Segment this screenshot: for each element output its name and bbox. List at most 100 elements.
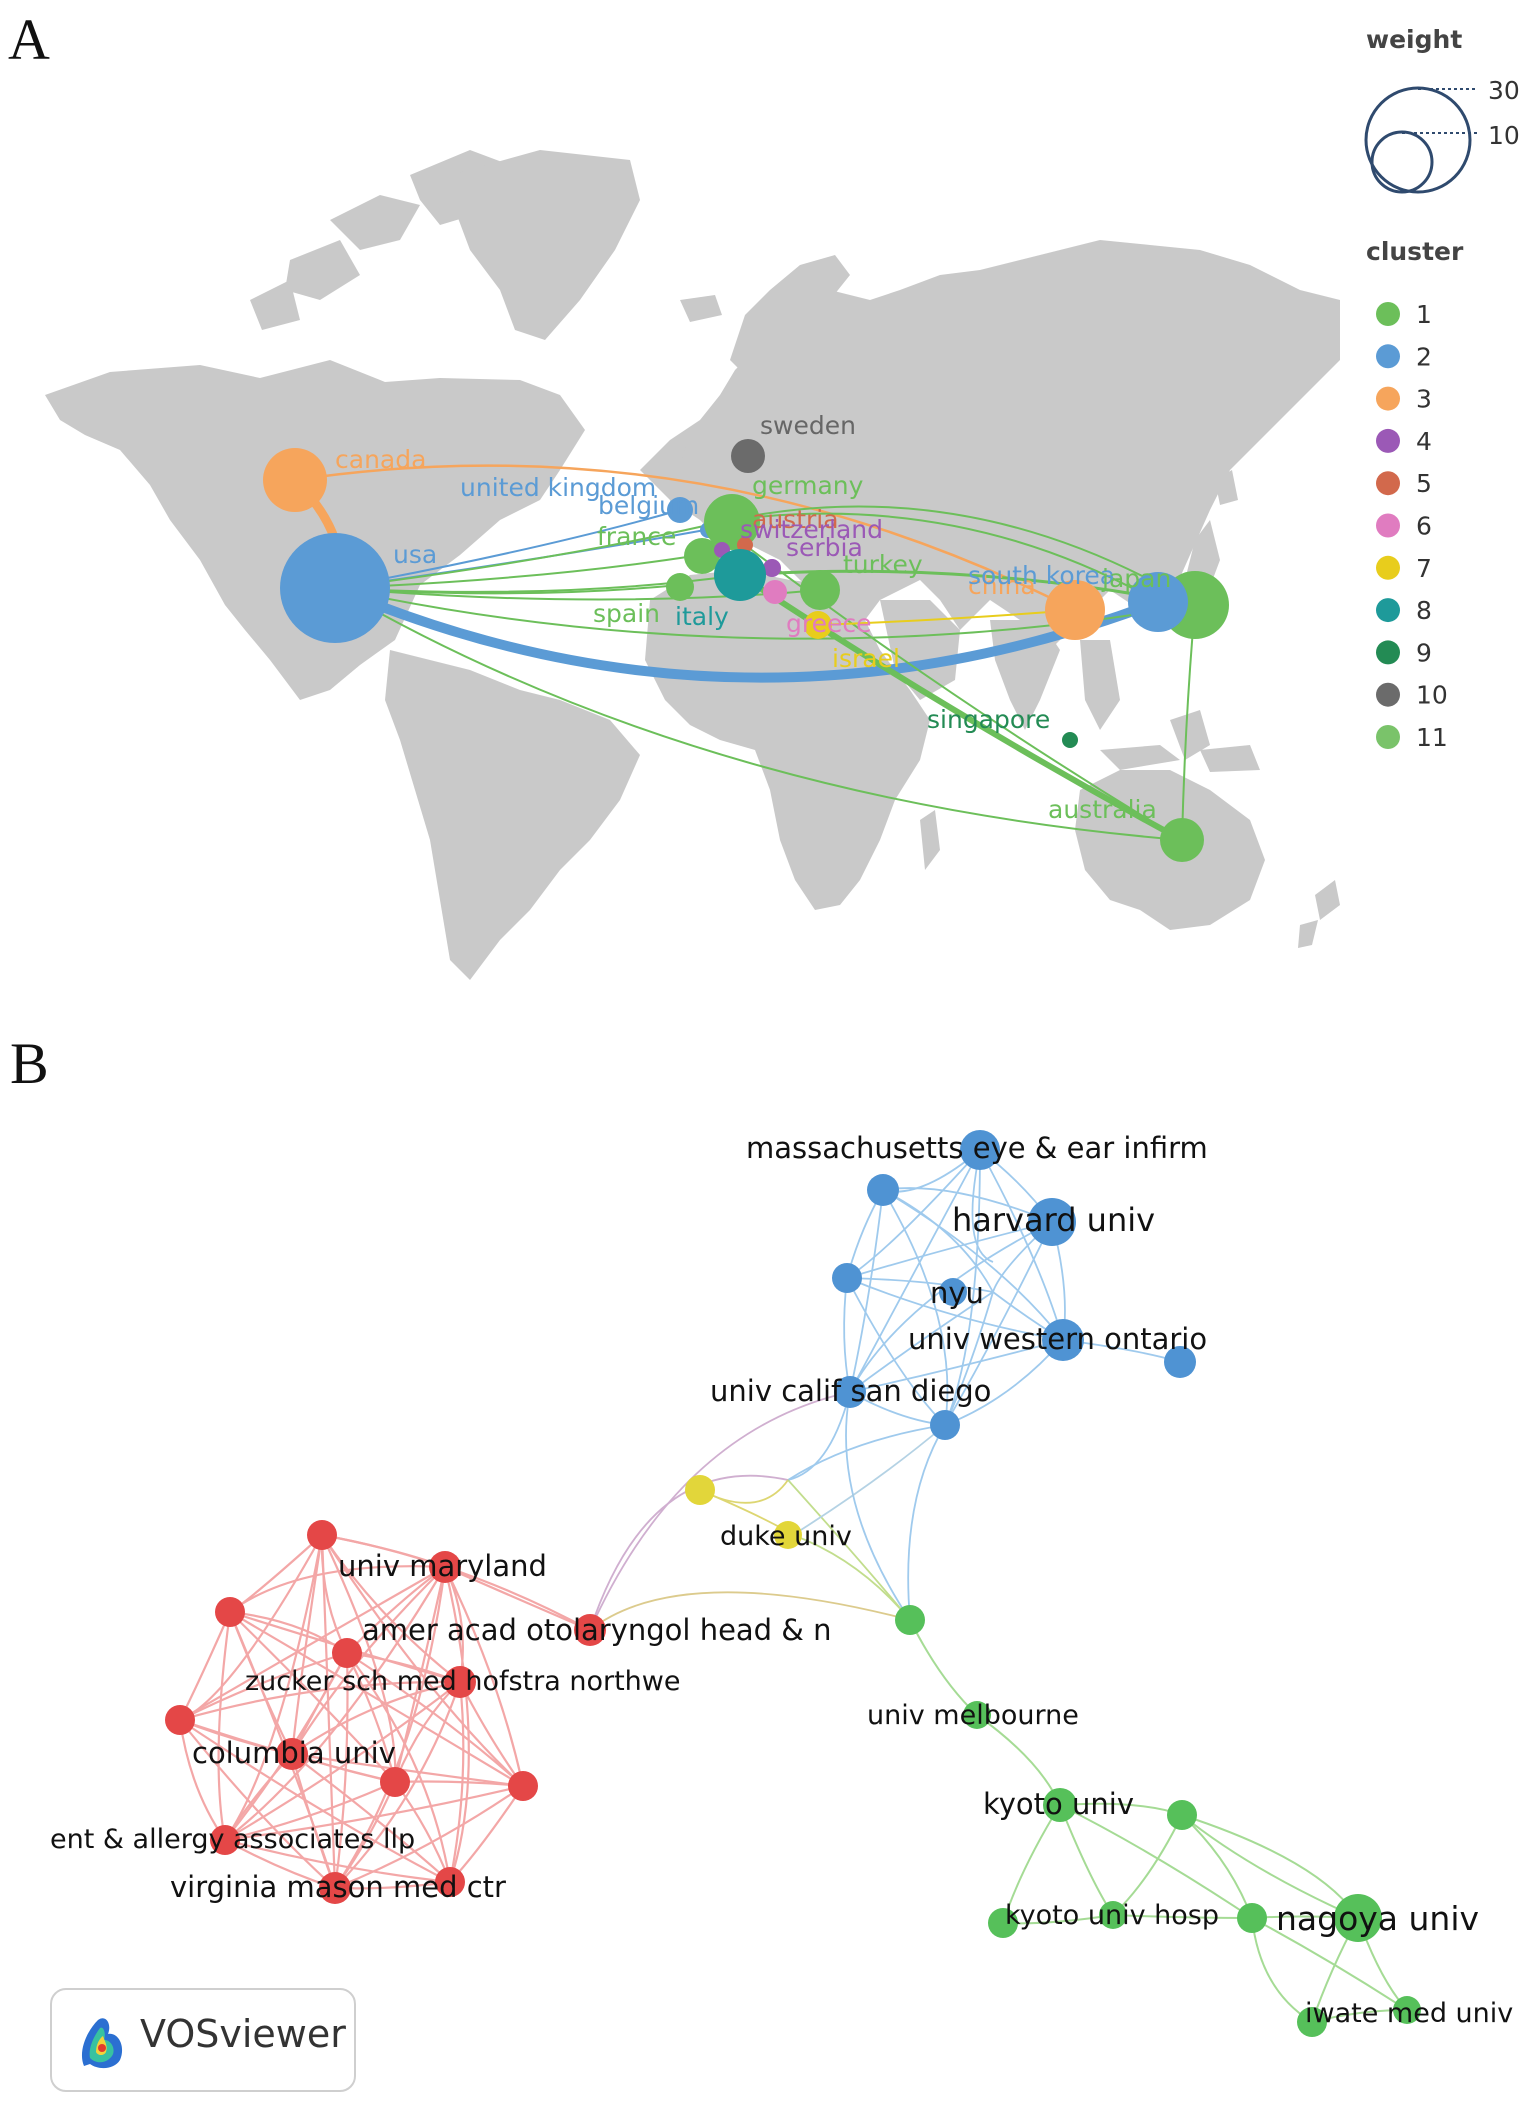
node-israel[interactable] — [804, 611, 832, 639]
link-germany-south-korea — [729, 512, 1159, 603]
node-green-right[interactable] — [1167, 1800, 1197, 1830]
label-china: china — [968, 571, 1036, 600]
link-usa-south-korea — [333, 583, 1160, 683]
cluster-legend-swatch-3 — [1376, 386, 1400, 411]
node-nyu[interactable] — [939, 1278, 967, 1306]
cluster-legend-label-7: 7 — [1416, 554, 1432, 583]
node-red-left-top[interactable] — [215, 1597, 245, 1627]
node-virginia-mason-med-ctr[interactable] — [319, 1872, 351, 1904]
node-massachusetts-eye-ear-infirm[interactable] — [960, 1130, 1000, 1170]
node-belgium[interactable] — [667, 497, 693, 523]
node-usa[interactable] — [280, 533, 390, 643]
node-green-left[interactable] — [988, 1908, 1018, 1938]
label-harvard: harvard univ — [952, 1201, 1155, 1239]
node-green-top[interactable] — [895, 1605, 925, 1635]
node-italy[interactable] — [714, 549, 766, 601]
node-germany[interactable] — [704, 494, 760, 550]
cluster-legend-label-4: 4 — [1416, 427, 1432, 456]
vosviewer-logo: VOSviewer — [50, 1988, 356, 2092]
node-blue-top-left[interactable] — [867, 1174, 899, 1206]
node-green-bottom-left[interactable] — [1297, 2007, 1327, 2037]
landmass-iceland — [680, 295, 722, 322]
cluster-legend-label-2: 2 — [1416, 342, 1432, 371]
label-united-kingdom: united kingdom — [460, 473, 656, 502]
cluster-legend-label-8: 8 — [1416, 596, 1432, 625]
cluster-legend-swatch-5 — [1376, 471, 1400, 496]
label-singapore: singapore — [927, 705, 1050, 734]
node-zucker-sch-med[interactable] — [444, 1666, 476, 1698]
node-iwate-med-univ[interactable] — [1393, 1996, 1421, 2024]
cluster-legend-label-1: 1 — [1416, 300, 1432, 329]
link-usa-turkey — [334, 587, 821, 601]
cluster-legend-swatch-1 — [1376, 302, 1400, 326]
node-red-lower-mid[interactable] — [380, 1767, 410, 1797]
cluster-legend-label-3: 3 — [1416, 385, 1432, 414]
node-canada[interactable] — [263, 448, 327, 512]
node-red-mid[interactable] — [332, 1638, 362, 1668]
weight-value-30: 30 — [1488, 76, 1520, 105]
node-red-top[interactable] — [307, 1520, 337, 1550]
node-columbia-univ[interactable] — [276, 1738, 308, 1770]
node-univ-calif-san-diego[interactable] — [834, 1376, 866, 1408]
node-singapore[interactable] — [1062, 732, 1078, 748]
label-italy: italy — [675, 602, 729, 631]
label-switzerland: switzerland — [740, 515, 883, 544]
node-kyoto-univ[interactable] — [1043, 1788, 1077, 1822]
label-kyoto-hosp: kyoto univ hosp — [1005, 1900, 1219, 1931]
node-australia[interactable] — [1160, 818, 1204, 862]
link-israel-china — [817, 609, 1076, 626]
node-harvard-univ[interactable] — [1028, 1198, 1076, 1246]
node-serbia[interactable] — [763, 559, 781, 577]
label-australia: australia — [1048, 795, 1157, 824]
node-france[interactable] — [684, 538, 720, 574]
node-univ-melbourne[interactable] — [963, 1701, 991, 1729]
node-nagoya-univ[interactable] — [1334, 1894, 1382, 1942]
node-red-bottom-right[interactable] — [435, 1867, 465, 1897]
node-yellow-top[interactable] — [685, 1475, 715, 1505]
label-belgium: belgium — [598, 491, 699, 520]
institution-labels: massachusetts eye & ear infirm harvard u… — [50, 1131, 1513, 2029]
node-blue-bottom[interactable] — [930, 1410, 960, 1440]
landmass-new-zealand — [1298, 880, 1340, 948]
label-austria: austria — [752, 505, 839, 534]
label-ent-allergy: ent & allergy associates llp — [50, 1824, 415, 1855]
link-usa-australia — [334, 587, 1183, 841]
node-south-korea[interactable] — [1128, 572, 1188, 632]
node-china[interactable] — [1045, 580, 1105, 640]
label-south-korea: south korea — [968, 561, 1115, 590]
node-ent-allergy-associates[interactable] — [210, 1825, 240, 1855]
label-zucker: zucker sch med hofstra northwe — [245, 1666, 680, 1697]
cross-cluster-edges — [589, 1391, 946, 1631]
cluster-legend-swatch-8 — [1376, 598, 1400, 623]
node-austria[interactable] — [737, 537, 753, 553]
node-greece[interactable] — [763, 580, 787, 604]
node-blue-right[interactable] — [1164, 1346, 1196, 1378]
panel-a-label: A — [8, 7, 50, 72]
label-melbourne: univ melbourne — [867, 1700, 1079, 1731]
node-turkey[interactable] — [800, 570, 840, 610]
node-amer-acad-otolaryngol[interactable] — [574, 1614, 606, 1646]
legend-weight-title: weight — [1366, 25, 1462, 54]
node-kyoto-univ-hosp[interactable] — [1099, 1901, 1127, 1929]
label-maryland: univ maryland — [338, 1549, 547, 1583]
cluster-legend-swatch-4 — [1376, 428, 1400, 453]
node-sweden[interactable] — [731, 439, 765, 473]
vosviewer-logo-text: VOSviewer — [140, 2012, 346, 2056]
cluster-legend-label-10: 10 — [1416, 681, 1448, 710]
label-iwate: iwate med univ — [1305, 1998, 1513, 2029]
node-univ-western-ontario[interactable] — [1042, 1319, 1084, 1361]
link-italy-australia — [738, 572, 1184, 843]
country-nodes — [263, 439, 1229, 862]
node-red-right[interactable] — [508, 1771, 538, 1801]
node-blue-left[interactable] — [832, 1263, 862, 1293]
landmass-britain — [660, 435, 710, 495]
node-green-mid[interactable] — [1237, 1903, 1267, 1933]
landmass-greenland — [450, 150, 640, 340]
cluster-legend-swatch-6 — [1376, 513, 1400, 538]
node-duke-univ[interactable] — [774, 1521, 802, 1549]
node-univ-maryland[interactable] — [429, 1551, 461, 1583]
node-spain[interactable] — [666, 573, 694, 601]
cluster-legend-label-9: 9 — [1416, 638, 1432, 667]
node-red-far-left[interactable] — [165, 1705, 195, 1735]
